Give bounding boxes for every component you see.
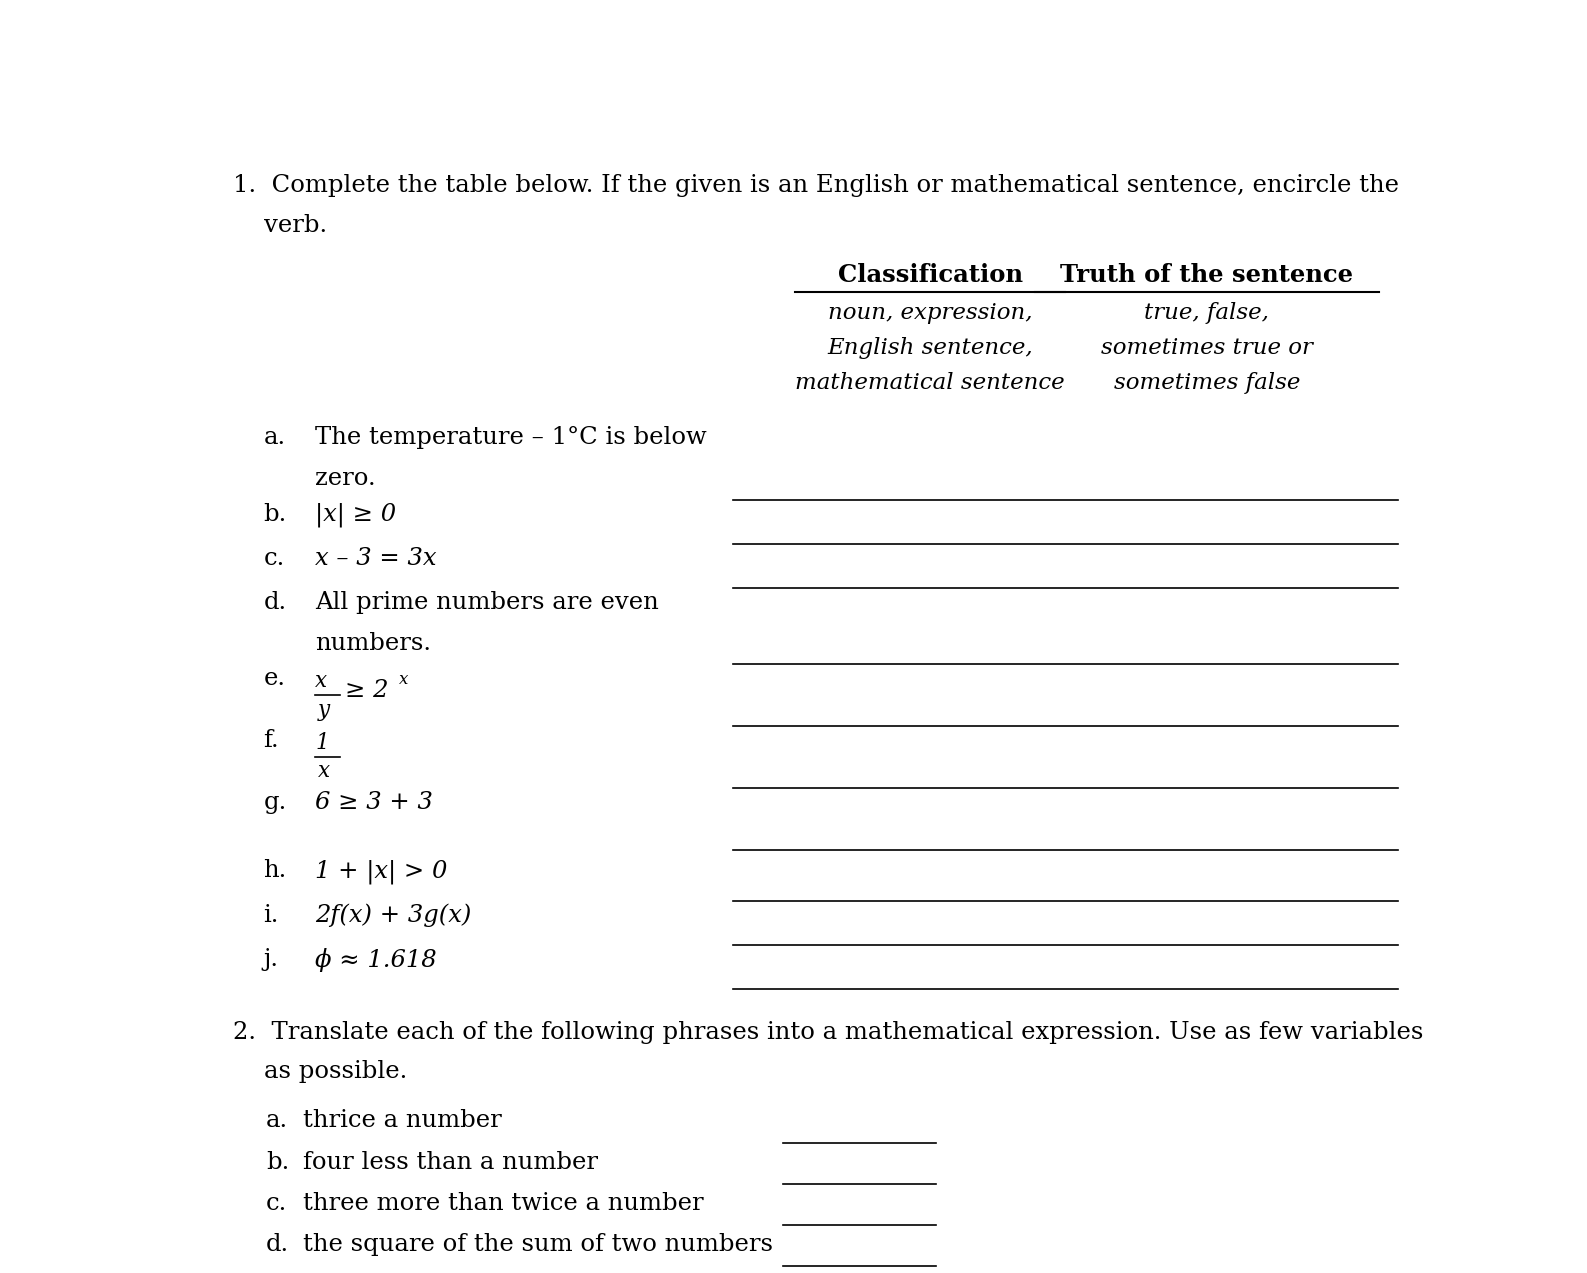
Text: verb.: verb. (233, 214, 327, 237)
Text: a.: a. (267, 1110, 289, 1133)
Text: |x| ≥ 0: |x| ≥ 0 (316, 503, 397, 527)
Text: noun, expression,: noun, expression, (828, 302, 1033, 323)
Text: numbers.: numbers. (316, 633, 432, 656)
Text: three more than twice a number: three more than twice a number (303, 1192, 703, 1214)
Text: x: x (316, 671, 327, 693)
Text: b.: b. (263, 503, 287, 526)
Text: ϕ ≈ 1.618: ϕ ≈ 1.618 (316, 947, 436, 971)
Text: 1: 1 (316, 732, 329, 754)
Text: zero.: zero. (316, 467, 376, 490)
Text: true, false,: true, false, (1144, 302, 1270, 323)
Text: a.: a. (263, 426, 286, 449)
Text: b.: b. (267, 1151, 289, 1174)
Text: 6 ≥ 3 + 3: 6 ≥ 3 + 3 (316, 791, 433, 813)
Text: All prime numbers are even: All prime numbers are even (316, 591, 659, 614)
Text: y: y (317, 699, 330, 721)
Text: English sentence,: English sentence, (827, 337, 1033, 359)
Text: x: x (398, 671, 408, 689)
Text: d.: d. (263, 591, 287, 614)
Text: j.: j. (263, 947, 279, 971)
Text: mathematical sentence: mathematical sentence (795, 372, 1065, 395)
Text: h.: h. (263, 859, 287, 882)
Text: The temperature – 1°C is below: The temperature – 1°C is below (316, 426, 706, 449)
Text: f.: f. (263, 729, 279, 752)
Text: x – 3 = 3x: x – 3 = 3x (316, 547, 436, 570)
Text: sometimes true or: sometimes true or (1101, 337, 1312, 359)
Text: g.: g. (263, 791, 287, 813)
Text: 2f(x) + 3g(x): 2f(x) + 3g(x) (316, 904, 471, 927)
Text: 1.  Complete the table below. If the given is an English or mathematical sentenc: 1. Complete the table below. If the give… (233, 174, 1398, 197)
Text: Truth of the sentence: Truth of the sentence (1060, 262, 1354, 286)
Text: x: x (317, 760, 330, 783)
Text: d.: d. (267, 1234, 289, 1256)
Text: Classification: Classification (838, 262, 1022, 286)
Text: 2.  Translate each of the following phrases into a mathematical expression. Use : 2. Translate each of the following phras… (233, 1021, 1424, 1044)
Text: as possible.: as possible. (233, 1060, 406, 1083)
Text: the square of the sum of two numbers: the square of the sum of two numbers (303, 1234, 773, 1256)
Text: sometimes false: sometimes false (1114, 372, 1300, 395)
Text: four less than a number: four less than a number (303, 1151, 598, 1174)
Text: thrice a number: thrice a number (303, 1110, 501, 1133)
Text: 1 + |x| > 0: 1 + |x| > 0 (316, 859, 448, 883)
Text: ≥ 2: ≥ 2 (344, 679, 389, 703)
Text: e.: e. (263, 667, 286, 690)
Text: i.: i. (263, 904, 279, 927)
Text: c.: c. (263, 547, 284, 570)
Text: c.: c. (267, 1192, 287, 1214)
